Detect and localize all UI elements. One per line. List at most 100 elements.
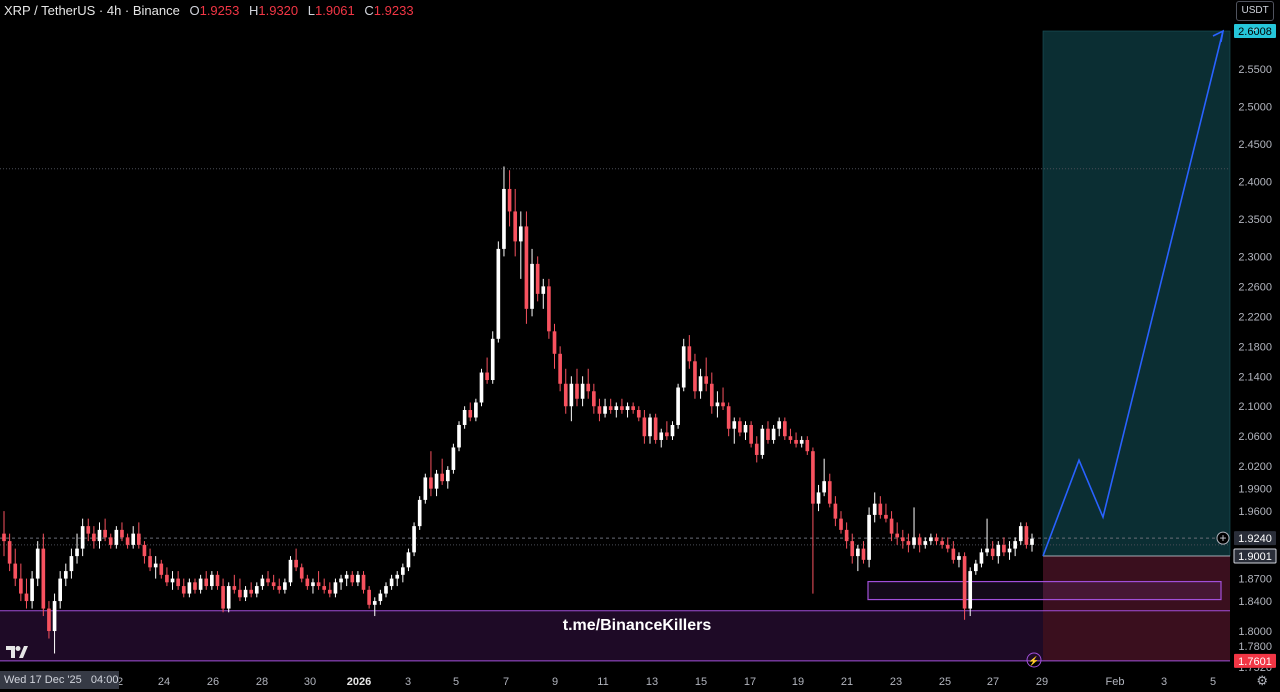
candle-body — [367, 589, 371, 605]
y-axis-tick-label: 2.1000 — [1238, 401, 1272, 413]
candle-body — [47, 608, 51, 632]
candle-body — [738, 421, 742, 433]
candle-body — [872, 503, 877, 515]
y-axis-tick-label: 2.1400 — [1238, 371, 1272, 383]
candle-body — [979, 552, 984, 564]
candle-body — [833, 503, 838, 519]
x-axis-tick-label: 2 — [117, 676, 123, 688]
x-axis-tick-label: 23 — [890, 676, 902, 688]
y-axis-tick-label: 2.0600 — [1238, 431, 1272, 443]
candle-body — [254, 586, 259, 594]
symbol-title[interactable]: XRP / TetherUS · 4h · Binance — [4, 3, 180, 18]
candle-body — [507, 188, 512, 212]
currency-label: USDT — [1241, 5, 1269, 16]
y-axis-tick-label: 2.3000 — [1238, 251, 1272, 263]
candle-body — [24, 593, 29, 602]
candle-body — [513, 211, 518, 242]
x-axis-tick-label: 2026 — [347, 676, 371, 688]
x-axis-tick-label: 30 — [304, 676, 316, 688]
currency-selector[interactable]: USDT ⌄ — [1236, 1, 1274, 34]
candle-body — [474, 402, 478, 418]
candle-body — [636, 409, 641, 418]
candle-body — [749, 424, 753, 444]
candle-body — [760, 428, 765, 455]
candle-body — [19, 578, 23, 594]
candle-body — [1030, 538, 1034, 545]
candle-body — [249, 589, 253, 594]
y-axis-tick-label: 1.8700 — [1238, 574, 1272, 586]
candle-body — [294, 559, 298, 568]
close-label: C — [364, 3, 374, 18]
candle-body — [693, 361, 697, 392]
candle-body — [726, 406, 731, 429]
candle-body — [732, 421, 737, 429]
candle-body — [704, 376, 709, 384]
candle-body — [934, 537, 939, 542]
candle-body — [69, 556, 74, 572]
add-alert-glyph: + — [1219, 531, 1226, 545]
x-axis-tick-label: 17 — [744, 676, 756, 688]
candle-body — [771, 428, 776, 440]
candle-body — [552, 331, 557, 354]
candle-body — [917, 537, 922, 545]
x-axis-tick-label: 28 — [256, 676, 268, 688]
candle-body — [569, 383, 574, 407]
candle-body — [221, 586, 225, 609]
candle-body — [985, 548, 989, 553]
candle-body — [968, 571, 973, 609]
low-value: 1.9061 — [315, 3, 355, 18]
candle-body — [530, 263, 534, 309]
candle-body — [389, 578, 394, 587]
candle-body — [743, 424, 748, 433]
candle-body — [603, 406, 607, 414]
candle-body — [103, 529, 107, 538]
y-axis-tick-label: 2.0200 — [1238, 461, 1272, 473]
candle-body — [698, 376, 703, 392]
crosshair-time: 04:00 — [90, 674, 119, 686]
candle-body — [445, 469, 450, 482]
candle-body — [541, 286, 546, 294]
projection-arrowhead — [1212, 29, 1225, 43]
candle-body — [243, 589, 248, 598]
candle-body — [754, 443, 759, 455]
crosshair-date: Wed 17 Dec '25 — [4, 674, 82, 686]
candle-body — [316, 582, 321, 587]
candle-body — [479, 372, 484, 403]
candle-body — [1013, 541, 1017, 549]
candle-body — [468, 409, 473, 418]
candle-body — [592, 391, 596, 407]
candle-body — [496, 248, 501, 339]
high-label: H — [248, 3, 259, 18]
add-alert-icon — [1216, 531, 1230, 545]
candle-body — [1024, 526, 1029, 545]
settings-gear-icon[interactable]: ⚙ — [1256, 673, 1268, 688]
candle-body — [108, 537, 113, 545]
open-value: 1.9253 — [199, 3, 240, 18]
candle-body — [524, 226, 529, 309]
candle-body — [63, 571, 68, 579]
candle-body — [895, 533, 900, 538]
candle-body — [462, 409, 467, 425]
demand-box — [867, 580, 1222, 601]
candle-body — [811, 451, 815, 504]
candle-body — [900, 537, 905, 542]
current-price-label: 1.9240 — [1238, 533, 1272, 545]
x-axis-tick-label: 26 — [207, 676, 219, 688]
candle-body — [563, 383, 568, 407]
candle-body — [114, 529, 119, 545]
candle-body — [333, 582, 338, 594]
candle-body — [260, 578, 265, 587]
candle-body — [187, 582, 192, 594]
candle-body — [204, 578, 209, 587]
y-axis-tick-label: 1.8000 — [1238, 626, 1272, 638]
candle-body — [794, 439, 798, 444]
candle-body — [41, 548, 46, 609]
candle-body — [395, 574, 400, 579]
tradingview-logo-icon[interactable] — [6, 645, 28, 663]
projection-path — [1042, 30, 1224, 557]
open-label: O — [189, 3, 200, 18]
candle-body — [608, 406, 613, 410]
x-axis-tick-label: 13 — [646, 676, 658, 688]
candle-body — [805, 439, 810, 452]
